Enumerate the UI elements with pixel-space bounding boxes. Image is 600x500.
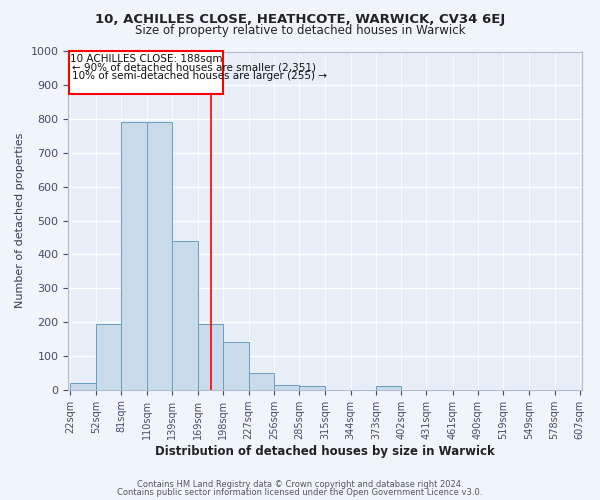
Bar bbox=[172, 241, 198, 390]
Bar bbox=[274, 384, 299, 390]
Bar bbox=[121, 122, 147, 390]
Bar bbox=[69, 52, 223, 94]
Text: Contains public sector information licensed under the Open Government Licence v3: Contains public sector information licen… bbox=[118, 488, 482, 497]
Bar bbox=[376, 386, 401, 390]
Text: 10, ACHILLES CLOSE, HEATHCOTE, WARWICK, CV34 6EJ: 10, ACHILLES CLOSE, HEATHCOTE, WARWICK, … bbox=[95, 12, 505, 26]
Bar bbox=[96, 324, 121, 390]
Bar bbox=[198, 324, 223, 390]
Bar bbox=[223, 342, 248, 390]
Bar bbox=[248, 373, 274, 390]
Bar bbox=[70, 383, 96, 390]
Bar bbox=[299, 386, 325, 390]
Text: 10% of semi-detached houses are larger (255) →: 10% of semi-detached houses are larger (… bbox=[72, 71, 327, 81]
Y-axis label: Number of detached properties: Number of detached properties bbox=[15, 133, 25, 308]
Text: Contains HM Land Registry data © Crown copyright and database right 2024.: Contains HM Land Registry data © Crown c… bbox=[137, 480, 463, 489]
X-axis label: Distribution of detached houses by size in Warwick: Distribution of detached houses by size … bbox=[155, 444, 495, 458]
Text: ← 90% of detached houses are smaller (2,351): ← 90% of detached houses are smaller (2,… bbox=[72, 62, 316, 72]
Text: 10 ACHILLES CLOSE: 188sqm: 10 ACHILLES CLOSE: 188sqm bbox=[70, 54, 223, 64]
Text: Size of property relative to detached houses in Warwick: Size of property relative to detached ho… bbox=[135, 24, 465, 37]
Bar bbox=[147, 122, 172, 390]
